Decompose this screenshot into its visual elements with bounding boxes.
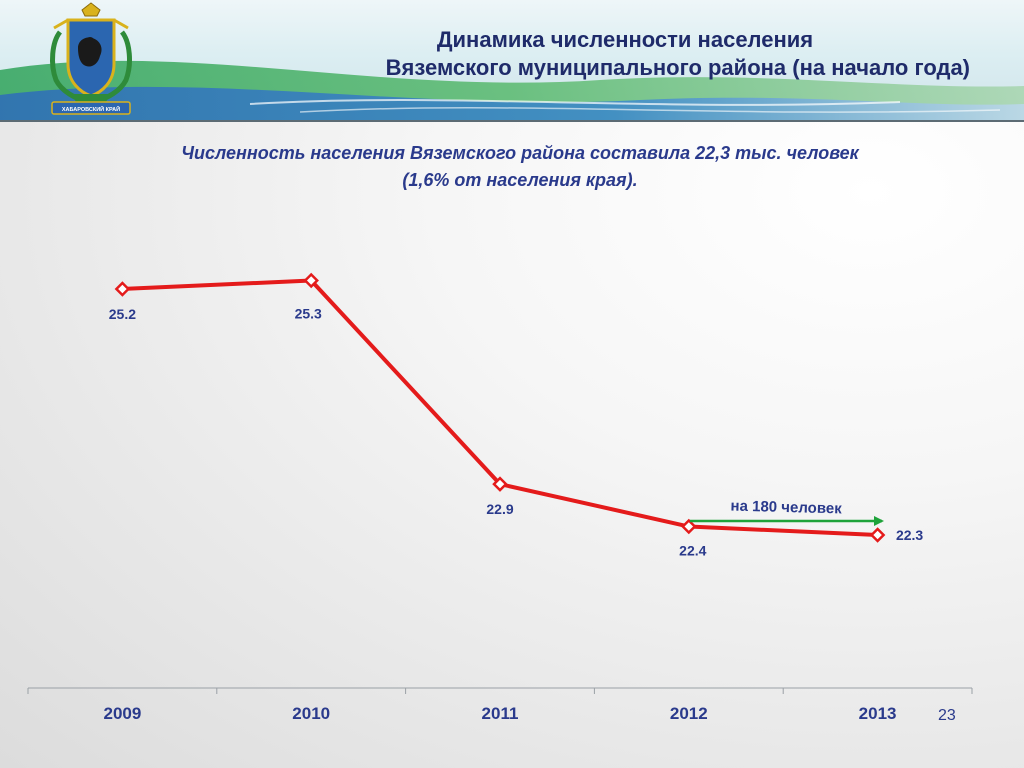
population-series-line xyxy=(122,278,878,537)
data-value-label: 22.9 xyxy=(486,501,513,517)
page-number: 23 xyxy=(938,707,956,724)
data-value-label: 25.2 xyxy=(109,306,136,322)
data-point-marker xyxy=(681,518,697,535)
header-banner: ХАБАРОВСКИЙ КРАЙ Динамика численности на… xyxy=(0,0,1024,120)
x-tick-label: 2011 xyxy=(482,704,519,723)
slide-title: Динамика численности населения Вяземског… xyxy=(200,26,970,82)
x-tick-label: 2010 xyxy=(292,704,330,723)
data-value-label: 22.4 xyxy=(679,543,706,559)
title-line-1: Динамика численности населения xyxy=(436,27,814,52)
data-point-marker xyxy=(492,476,508,492)
subtitle-line-1: Численность населения Вяземского района … xyxy=(181,143,859,163)
title-line-2: Вяземского муниципального района (на нач… xyxy=(385,55,970,80)
data-value-label: 22.3 xyxy=(896,527,923,543)
subtitle-line-2: (1,6% от населения края). xyxy=(402,170,638,190)
difference-annotation: на 180 человек xyxy=(730,498,842,518)
emblem-ribbon-text: ХАБАРОВСКИЙ КРАЙ xyxy=(62,105,120,113)
data-point-marker xyxy=(303,272,319,289)
x-tick-label: 2009 xyxy=(103,704,141,723)
coat-of-arms-icon: ХАБАРОВСКИЙ КРАЙ xyxy=(50,2,132,115)
header-divider xyxy=(0,120,1024,122)
data-point-marker xyxy=(114,281,131,297)
data-point-marker xyxy=(869,527,886,543)
header-wave-decoration xyxy=(0,60,1024,120)
x-tick-label: 2012 xyxy=(670,704,708,723)
data-value-label: 25.3 xyxy=(295,306,322,322)
x-tick-label: 2013 xyxy=(859,704,897,723)
subtitle: Численность населения Вяземского района … xyxy=(60,140,980,194)
